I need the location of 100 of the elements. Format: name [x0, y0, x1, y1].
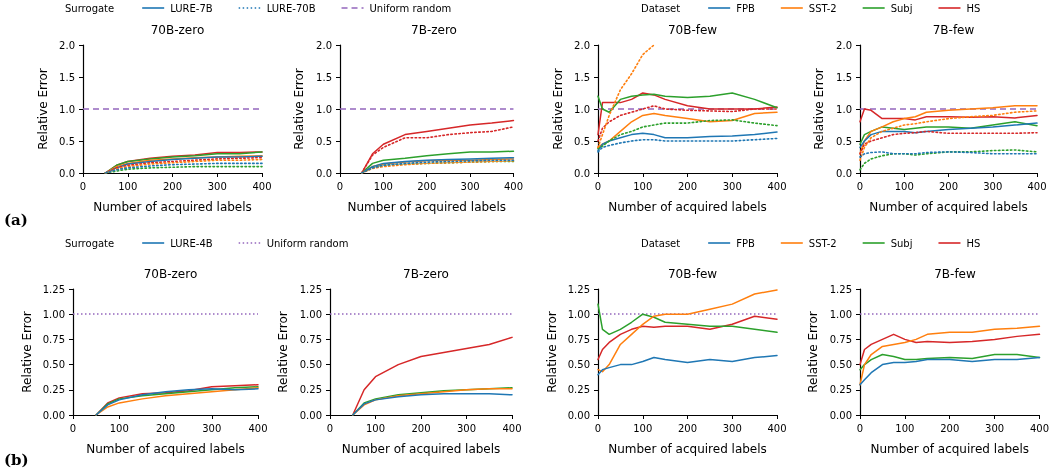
line-series [859, 356, 1041, 386]
y-tick-label: 0.50 [567, 359, 590, 371]
chart-title: 7B-few [934, 267, 976, 281]
y-axis-title: Relative Error [36, 68, 50, 150]
y-tick-label: 0.25 [829, 384, 852, 396]
legend-label: Subj [890, 237, 913, 249]
line-series [352, 336, 513, 416]
x-tick-label: 400 [502, 422, 522, 434]
y-axis-title: Relative Error [805, 311, 820, 393]
legend-label: HS [966, 237, 981, 249]
y-tick-label: 2.0 [59, 39, 75, 51]
legend-label: FPB [736, 2, 755, 14]
x-tick-label: 400 [1029, 422, 1049, 434]
x-tick-label: 200 [417, 180, 437, 192]
x-tick-label: 200 [155, 422, 176, 434]
line-series [859, 149, 1038, 171]
x-tick-label: 400 [248, 422, 268, 434]
chart-title: 70B-zero [143, 267, 198, 281]
line-series [352, 393, 513, 416]
line-series [859, 333, 1041, 366]
x-tick-label: 100 [894, 180, 914, 192]
x-tick-label: 400 [1027, 180, 1047, 192]
chart-title: 70B-few [667, 267, 718, 281]
x-tick-label: 100 [109, 422, 129, 434]
y-tick-label: 2.0 [316, 39, 332, 51]
y-tick-label: 1.0 [836, 103, 852, 115]
x-tick-label: 200 [677, 422, 698, 434]
y-tick-label: 0.25 [299, 384, 322, 396]
y-tick-label: 0.5 [836, 135, 852, 147]
y-tick-label: 1.5 [316, 71, 332, 83]
y-tick-label: 0.0 [316, 167, 332, 179]
x-tick-label: 400 [767, 422, 787, 434]
y-tick-label: 0.25 [42, 384, 65, 396]
x-tick-label: 100 [365, 422, 386, 434]
y-axis-title: Relative Error [545, 311, 559, 393]
legend-label: SST-2 [808, 237, 837, 249]
text: (a) [4, 210, 28, 229]
x-tick-label: 200 [162, 180, 183, 192]
line-series [597, 92, 778, 113]
x-tick-label: 300 [985, 422, 1005, 434]
y-tick-label: 0.00 [42, 409, 65, 421]
y-axis-title: Relative Error [275, 311, 290, 393]
x-axis-title: Number of acquired labels [869, 200, 1028, 214]
x-tick-label: 300 [207, 180, 227, 192]
y-tick-label: 0.5 [574, 135, 590, 147]
x-tick-label: 300 [202, 422, 222, 434]
line-series [597, 289, 778, 373]
x-tick-label: 100 [895, 422, 915, 434]
chart-title: 7B-zero [403, 267, 449, 281]
legend-label: Uniform random [266, 237, 349, 249]
line-series [597, 303, 778, 336]
x-tick-label: 100 [118, 180, 138, 192]
x-tick-label: 100 [373, 180, 393, 192]
y-tick-label: 0.0 [836, 167, 852, 179]
chart-title: 7B-few [932, 23, 975, 37]
x-tick-label: 0 [69, 422, 77, 434]
x-tick-label: 200 [940, 422, 960, 434]
line-series [859, 325, 1041, 386]
legend-title: Dataset [641, 2, 681, 14]
y-tick-label: 1.00 [567, 308, 590, 320]
chart-title: 7B-zero [411, 23, 457, 37]
x-tick-label: 300 [456, 422, 477, 434]
legend-title: Surrogate [65, 237, 115, 249]
legend-label: Subj [890, 2, 913, 14]
y-tick-label: 0.75 [299, 333, 322, 345]
y-tick-label: 1.25 [42, 283, 65, 295]
x-tick-label: 300 [722, 422, 742, 434]
line-series [859, 130, 1038, 155]
x-axis-title: Number of acquired labels [870, 442, 1030, 456]
legend-label: LURE-4B [170, 237, 213, 249]
x-tick-label: 0 [594, 422, 602, 434]
x-tick-label: 100 [633, 422, 653, 434]
x-axis-title: Number of acquired labels [347, 200, 507, 214]
x-axis-title: Number of acquired labels [93, 200, 252, 214]
x-tick-label: 0 [326, 422, 334, 434]
y-tick-label: 0.5 [316, 135, 332, 147]
y-tick-label: 2.0 [836, 39, 852, 51]
chart-title: 70B-zero [150, 23, 205, 37]
y-tick-label: 0.00 [299, 409, 322, 421]
y-tick-label: 0.0 [59, 167, 75, 179]
y-tick-label: 1.0 [59, 103, 75, 115]
y-tick-label: 0.75 [829, 333, 852, 345]
x-tick-label: 300 [983, 180, 1003, 192]
y-tick-label: 1.00 [299, 308, 322, 320]
line-series [597, 315, 778, 361]
y-tick-label: 1.0 [574, 103, 590, 115]
legend-label: LURE-70B [266, 2, 316, 14]
line-series [597, 119, 778, 150]
y-tick-label: 0.50 [299, 359, 322, 371]
x-axis-title: Number of acquired labels [86, 442, 245, 456]
x-tick-label: 400 [252, 180, 272, 192]
legend-title: Surrogate [65, 2, 115, 14]
y-tick-label: 1.25 [567, 283, 590, 295]
x-tick-label: 0 [79, 180, 87, 192]
x-tick-label: 0 [856, 422, 864, 434]
y-axis-title: Relative Error [292, 68, 307, 150]
y-tick-label: 1.25 [829, 283, 852, 295]
y-tick-label: 0.00 [567, 409, 590, 421]
x-tick-label: 400 [767, 180, 787, 192]
x-tick-label: 200 [677, 180, 698, 192]
